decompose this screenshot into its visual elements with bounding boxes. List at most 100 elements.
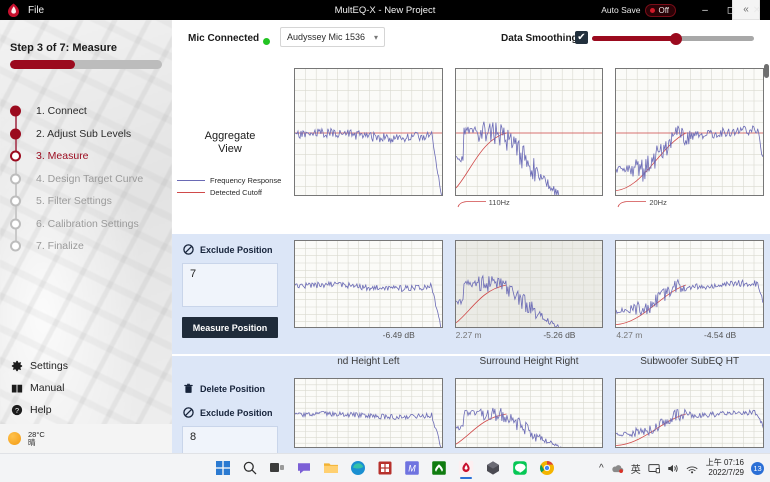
measure-position-button[interactable]: Measure Position [182,317,278,338]
volume-icon[interactable] [667,463,679,474]
sidebar-step-2[interactable]: 2. Adjust Sub Levels [10,123,170,157]
frequency-response-plot[interactable] [454,240,604,328]
delete-position-button-8[interactable]: Delete Position [172,380,288,397]
sidebar-step-5[interactable]: 5. Filter Settings [10,190,170,224]
chart-grid [288,68,770,196]
frequency-response-plot[interactable] [454,68,604,196]
chevron-up-icon[interactable]: ^ [599,462,604,474]
onedrive-alert-icon[interactable] [611,463,624,474]
page-title: Step 3 of 7: Measure [10,42,117,54]
vertical-scrollbar[interactable] [764,64,769,78]
titlebar-right-group: Auto Save Off – ◻ ✕ [601,0,770,20]
delete-position-label: Delete Position [200,383,266,394]
step-label: 6. Calibration Settings [36,217,139,230]
taskbar-xbox-icon[interactable] [427,456,451,480]
taskbar-microsoft-store-icon[interactable] [373,456,397,480]
step-node-icon [10,150,21,162]
position-number-value: 7 [190,268,197,280]
frequency-response-plot[interactable] [615,378,765,448]
display-icon[interactable] [648,463,660,474]
chart-cell[interactable] [288,68,449,196]
slider-thumb[interactable] [670,32,683,45]
step-connector [15,201,17,224]
autosave-label: Auto Save [601,5,641,15]
taskbar-multeq-x-icon[interactable] [454,456,478,480]
mic-select[interactable]: Audyssey Mic 1536 ▾ [280,27,385,47]
close-icon[interactable]: ✕ [752,4,762,16]
taskbar-chrome-icon[interactable] [535,456,559,480]
sidebar-link-settings[interactable]: Settings [10,355,160,377]
aggregate-title-line2: View [218,142,242,155]
chart-cell[interactable] [449,378,610,448]
chart-gridlines [616,379,764,447]
plot-traces [616,278,764,325]
step-connector [15,156,17,179]
taskbar-windows-start-icon[interactable] [211,456,235,480]
step-label: 1. Connect [36,105,87,118]
frequency-response-plot[interactable] [615,68,765,196]
sidebar-step-1[interactable]: 1. Connect [10,100,170,134]
plot-traces [616,125,764,191]
taskbar-file-explorer-icon[interactable] [319,456,343,480]
plot-traces [455,274,559,327]
chart-cell[interactable] [609,240,770,328]
sidebar-step-6[interactable]: 6. Calibration Settings [10,213,170,247]
taskbar-search-icon[interactable] [238,456,262,480]
data-smoothing-slider[interactable] [592,32,754,45]
network-icon[interactable] [686,463,699,474]
data-smoothing-checkbox[interactable]: ✔ [575,31,588,44]
slider-fill [592,36,677,41]
notification-badge[interactable]: 13 [751,461,764,475]
sidebar: Step 3 of 7: Measure 1. Connect 2. Adjust… [0,20,172,453]
chart-cell[interactable] [449,240,610,328]
taskbar-line-icon[interactable] [508,456,532,480]
chart-cell[interactable] [609,378,770,448]
taskbar-clock[interactable]: 上午 07:16 2022/7/29 [706,458,744,478]
plot-traces [455,407,562,447]
chart-cell[interactable] [288,240,449,328]
autosave-state-label: Off [658,5,669,15]
chart-row-header: nd Height Left Surround Height Right Subwo… [288,356,770,372]
sidebar-link-manual[interactable]: Manual [10,377,160,399]
weather-widget[interactable]: 28°C 晴 [0,424,172,453]
step-label: 3. Measure [36,150,89,163]
measurement-toolbar: Mic Connected Audyssey Mic 1536 ▾ Data S… [172,20,770,62]
frequency-response-plot[interactable] [615,240,765,328]
exclude-position-button-8[interactable]: Exclude Position [172,404,288,421]
frequency-response-plot[interactable] [294,68,443,196]
no-entry-icon [183,244,194,255]
question-circle-icon: ? [10,404,23,416]
taskbar-musicbee-icon[interactable]: M [400,456,424,480]
sidebar-step-7[interactable]: 7. Finalize [10,235,170,258]
sidebar-collapse-button[interactable]: « [732,0,760,20]
chart-cell[interactable] [288,378,449,448]
chart-cell[interactable] [609,68,770,196]
clock-date: 2022/7/29 [708,468,744,477]
position-panel-7: Exclude Position 7 Measure Position [172,234,288,354]
position-number-input-8[interactable]: 8 [182,426,278,453]
chart-cell[interactable] [449,68,610,196]
taskbar-edge-icon[interactable] [346,456,370,480]
taskbar-3d-viewer-icon[interactable] [481,456,505,480]
frequency-response-plot[interactable] [454,378,604,448]
autosave-toggle[interactable]: Off [645,3,676,17]
maximize-icon[interactable]: ◻ [726,4,736,16]
level-db-label: -4.54 dB [704,330,737,340]
plot-traces [295,280,442,327]
step-label: 7. Finalize [36,240,84,253]
exclude-position-button-7[interactable]: Exclude Position [172,241,288,258]
minimize-icon[interactable]: – [702,4,708,16]
sidebar-link-help[interactable]: ? Help [10,399,160,421]
ime-indicator[interactable]: 英 [630,464,641,476]
legend-swatch-line [177,179,205,181]
position-number-input-7[interactable]: 7 [182,263,278,307]
file-menu[interactable]: File [28,4,45,16]
frequency-response-plot[interactable] [294,378,443,448]
frequency-response-plot[interactable] [294,240,443,328]
gear-icon [10,360,23,372]
sidebar-step-3[interactable]: 3. Measure [10,145,170,179]
chart-gridlines [295,241,442,327]
taskbar-task-view-icon[interactable] [265,456,289,480]
sidebar-step-4[interactable]: 4. Design Target Curve [10,168,170,202]
taskbar-chat-icon[interactable] [292,456,316,480]
